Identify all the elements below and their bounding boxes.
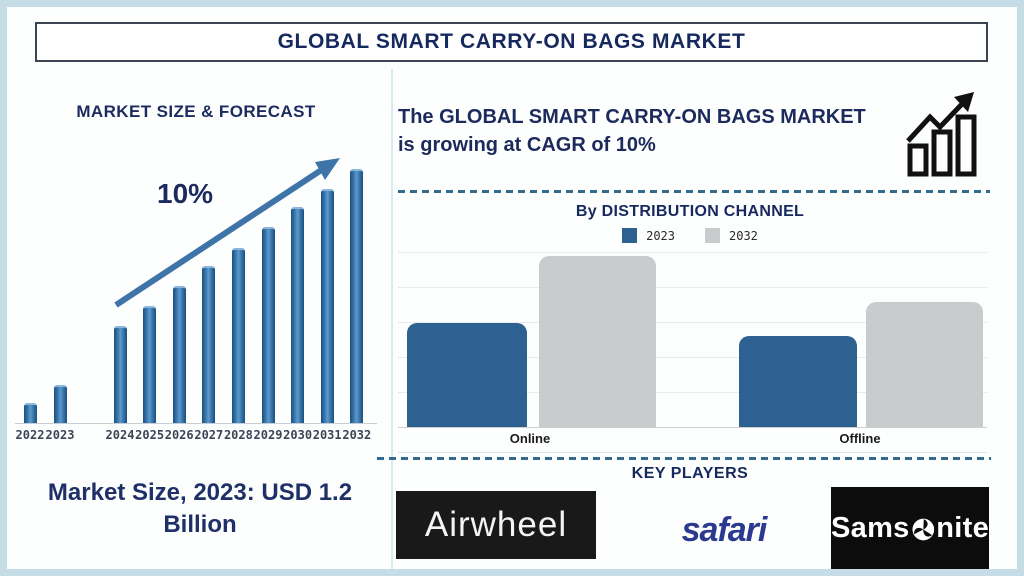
forecast-year-tick: 2032: [342, 428, 372, 442]
distribution-legend: 2023 2032: [390, 228, 990, 243]
cagr-annotation: 10%: [157, 178, 214, 209]
forecast-year-tick: 2031: [312, 428, 342, 442]
distribution-chart-plot: [398, 252, 987, 428]
distribution-chart-title: By DISTRIBUTION CHANNEL: [575, 203, 805, 220]
safari-logo-text: safari: [681, 510, 768, 549]
forecast-bar-2031: [320, 189, 334, 423]
forecast-bar-2027: [202, 266, 216, 423]
category-label-online: Online: [509, 431, 551, 446]
forecast-bar-2024: [113, 326, 127, 423]
dashed-separator-top: [398, 190, 990, 193]
market-size-forecast-chart: 2022 2023 2024 2025 2026 2027 2028 2029 2030 2031…: [7, 140, 387, 452]
forecast-bar-2022: [23, 403, 37, 423]
page-title-box: GLOBAL SMART CARRY-ON BAGS MARKET: [35, 22, 988, 62]
forecast-bar-2030: [291, 207, 305, 423]
forecast-year-tick: 2023: [45, 428, 75, 442]
forecast-bar-2026: [172, 286, 186, 423]
dist-bar-offline-2023: [739, 336, 857, 427]
forecast-year-tick: 2027: [194, 428, 224, 442]
forecast-bar-2023: [53, 385, 67, 423]
dashed-separator-bottom: [377, 457, 991, 460]
panel-divider: [391, 69, 393, 569]
forecast-chart-title: MARKET SIZE & FORECAST: [76, 102, 316, 121]
growth-chart-icon: [906, 92, 977, 177]
forecast-year-tick: 2029: [253, 428, 283, 442]
legend-item-2023: 2023: [622, 228, 675, 243]
forecast-bar-2025: [143, 306, 157, 423]
forecast-year-tick: 2026: [164, 428, 194, 442]
category-label-offline: Offline: [839, 431, 881, 446]
market-size-note: Market Size, 2023: USD 1.2 Billion: [47, 479, 353, 539]
legend-item-2032: 2032: [705, 228, 758, 243]
key-players-title: KEY PLAYERS: [631, 465, 749, 482]
chart-bottom-rule: [398, 452, 987, 453]
legend-swatch-2023: [622, 228, 638, 243]
forecast-year-tick: 2024: [105, 428, 135, 442]
legend-swatch-2032: [705, 228, 720, 243]
safari-logo: safari: [679, 505, 769, 555]
forecast-bar-2032: [350, 169, 364, 423]
legend-label-2032: 2032: [729, 228, 758, 243]
dist-bar-online-2023: [407, 323, 527, 427]
legend-label-2023: 2023: [646, 228, 675, 243]
cagr-headline: The GLOBAL SMART CARRY-ON BAGS MARKET is…: [398, 106, 866, 156]
forecast-year-tick: 2030: [283, 428, 313, 442]
forecast-bar-2029: [261, 227, 275, 423]
forecast-year-tick: 2022: [15, 428, 45, 442]
forecast-year-tick: 2025: [135, 428, 165, 442]
airwheel-logo: Airwheel: [396, 491, 596, 559]
dist-bar-offline-2032: [866, 302, 983, 427]
samsonite-logo-text-prefix: Sams: [831, 511, 910, 544]
forecast-year-tick: 2028: [223, 428, 253, 442]
forecast-bar-2028: [231, 248, 245, 423]
samsonite-logo: Sams nite: [831, 487, 989, 569]
dist-bar-online-2032: [539, 256, 656, 427]
forecast-axis-line: [15, 423, 377, 424]
samsonite-logo-text-suffix: nite: [936, 511, 989, 544]
airwheel-logo-text: Airwheel: [424, 505, 568, 544]
samsonite-orb-icon: [912, 518, 934, 540]
page-title: GLOBAL SMART CARRY-ON BAGS MARKET: [277, 30, 746, 53]
